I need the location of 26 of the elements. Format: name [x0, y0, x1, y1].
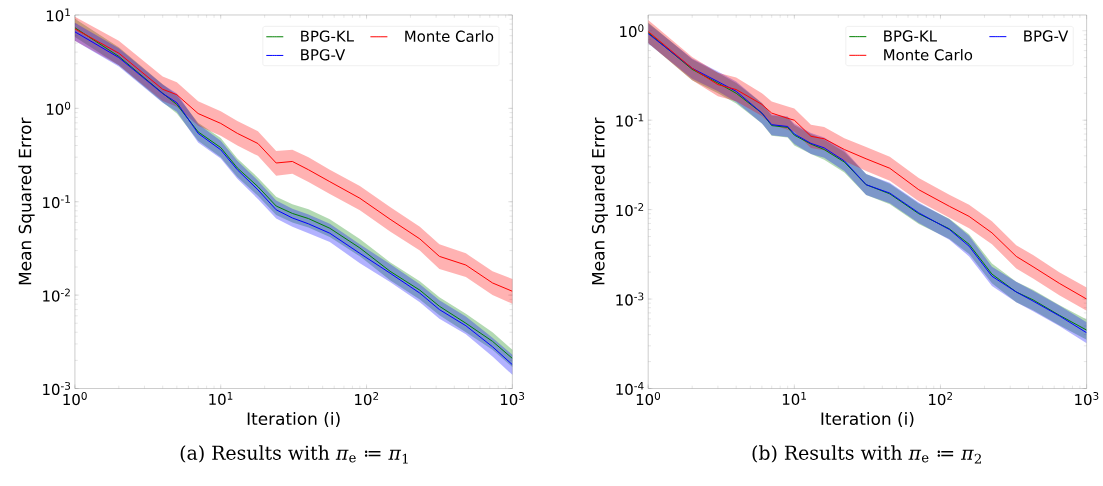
- x-axis-title: Iteration (i): [821, 411, 914, 427]
- y-tick-label: 10$^{-2}$: [43, 288, 70, 302]
- x-tick-label: 10$^{3}$: [1075, 391, 1099, 405]
- legend-label: BPG-V: [301, 48, 346, 61]
- legend-label: Monte Carlo: [884, 48, 973, 61]
- x-axis-title: Iteration (i): [247, 411, 340, 427]
- y-tick-label: 10$^{0}$: [620, 23, 644, 38]
- y-axis-title: Mean Squared Error: [18, 117, 35, 285]
- legend-label: BPG-V: [1024, 30, 1069, 42]
- y-tick-label: 10$^{1}$: [46, 8, 70, 22]
- y-tick-label: 10$^{-1}$: [616, 113, 644, 127]
- x-tick-label: 10$^{3}$: [500, 391, 525, 405]
- x-tick-label: 10$^{2}$: [929, 391, 952, 405]
- x-tick-label: 10$^{2}$: [355, 391, 379, 405]
- y-tick-label: 10$^{-3}$: [616, 292, 644, 306]
- y-tick-label: 10$^{-2}$: [616, 202, 644, 217]
- text: (b) Results with π$_{e}$ ≔ π$_{2}$: [752, 445, 981, 464]
- legend-label: BPG-KL: [884, 30, 937, 42]
- legend-label: BPG-KL: [301, 30, 354, 42]
- legend-label: Monte Carlo: [405, 30, 494, 42]
- x-tick-label: 10$^{1}$: [209, 391, 233, 405]
- text: (a) Results with π$_{e}$ ≔ π$_{1}$: [180, 445, 408, 464]
- x-tick-label: 10$^{1}$: [782, 391, 806, 405]
- y-axis-title: Mean Squared Error: [591, 117, 608, 285]
- y-tick-label: 10$^{-1}$: [43, 195, 70, 209]
- y-tick-label: 10$^{0}$: [46, 101, 71, 115]
